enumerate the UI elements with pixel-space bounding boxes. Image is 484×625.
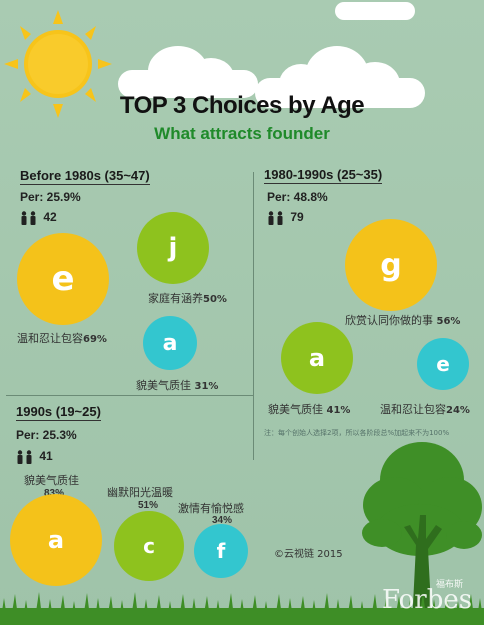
choice-percent: 34% xyxy=(212,515,233,526)
choice-circle-a: a xyxy=(143,316,197,370)
tree-icon xyxy=(362,442,482,625)
count-stat: 79 xyxy=(267,210,304,225)
per-stat: Per: 25.9% xyxy=(20,190,81,204)
choice-label-text: 貌美气质佳 xyxy=(268,403,323,416)
choice-label: 温和忍让包容69% xyxy=(17,330,107,346)
page-title: TOP 3 Choices by Age xyxy=(119,92,365,119)
cloud-icon xyxy=(255,40,425,110)
choice-percent: 51% xyxy=(138,500,159,511)
choice-percent: 50% xyxy=(203,294,227,305)
choice-label-text: 幽默阳光温暖 xyxy=(107,486,173,499)
grass-icon xyxy=(0,592,484,625)
choice-circle-a: a xyxy=(10,494,102,586)
choice-label-text: 欣赏认同你做的事 xyxy=(345,314,433,327)
choice-label: 貌美气质佳 31% xyxy=(136,377,218,393)
choice-circle-j: j xyxy=(137,212,209,284)
count-stat: 41 xyxy=(16,449,53,464)
section-title: 1990s (19~25) xyxy=(16,404,101,421)
section-title: 1980-1990s (25~35) xyxy=(264,167,383,184)
horizontal-divider xyxy=(6,395,253,396)
copyright: ©云视链 2015 xyxy=(274,549,343,560)
choice-label: 欣赏认同你做的事 56% xyxy=(345,312,460,328)
choice-label: 貌美气质佳 41% xyxy=(268,401,350,417)
people-icon xyxy=(268,211,283,225)
choice-percent: 31% xyxy=(194,381,219,392)
per-stat: Per: 48.8% xyxy=(267,190,328,204)
watermark-forbes: Forbes xyxy=(382,585,473,615)
choice-circle-e: e xyxy=(17,233,109,325)
per-stat: Per: 25.3% xyxy=(16,428,77,442)
count-value: 79 xyxy=(290,210,304,224)
choice-label-text: 激情有愉悦感 xyxy=(178,502,244,515)
choice-label-text: 家庭有涵养 xyxy=(148,292,203,305)
watermark-cn: 福布斯 xyxy=(436,580,464,590)
choice-percent: 83% xyxy=(44,488,64,499)
sun-icon xyxy=(4,10,112,118)
section-title: Before 1980s (35~47) xyxy=(20,168,150,185)
choice-percent: 41% xyxy=(326,405,351,416)
choice-percent: 56% xyxy=(436,316,461,327)
choice-circle-f: f xyxy=(194,524,248,578)
choice-circle-g: g xyxy=(345,219,437,311)
choice-percent: 24% xyxy=(446,405,470,416)
choice-label-text: 貌美气质佳 xyxy=(24,474,79,487)
choice-label: 家庭有涵养50% xyxy=(148,290,227,306)
page-subtitle: What attracts founder xyxy=(154,124,330,143)
choice-circle-e: e xyxy=(417,338,469,390)
count-value: 42 xyxy=(43,210,57,224)
choice-percent: 69% xyxy=(83,334,107,345)
vertical-divider xyxy=(253,172,254,460)
count-value: 41 xyxy=(39,449,53,463)
choice-circle-a: a xyxy=(281,322,353,394)
count-stat: 42 xyxy=(20,210,57,225)
choice-label-text: 温和忍让包容 xyxy=(380,403,446,416)
choice-circle-c: c xyxy=(114,511,184,581)
choice-label: 温和忍让包容24% xyxy=(380,401,470,417)
cloud-icon xyxy=(335,0,415,22)
choice-label-text: 貌美气质佳 xyxy=(136,379,191,392)
footnote: 注：每个创始人选择2项，所以各阶段总%加起来不为100% xyxy=(264,429,450,437)
people-icon xyxy=(21,211,36,225)
people-icon xyxy=(17,450,32,464)
choice-label-text: 温和忍让包容 xyxy=(17,332,83,345)
cloud-icon xyxy=(118,40,258,100)
